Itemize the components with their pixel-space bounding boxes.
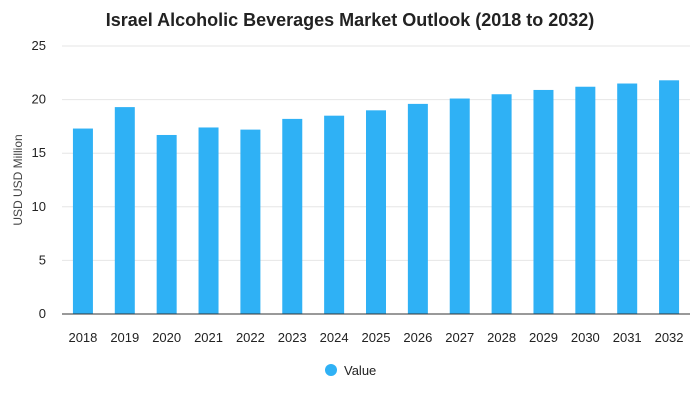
- y-axis-title: USD USD Million: [11, 134, 25, 225]
- bar-2027: [449, 98, 470, 314]
- x-tick-label: 2023: [278, 330, 307, 345]
- y-axis-ticks: 0 5 10 15 20 25: [32, 38, 46, 321]
- x-tick-label: 2026: [403, 330, 432, 345]
- x-tick-label: 2020: [152, 330, 181, 345]
- bars: [72, 80, 680, 315]
- legend-label-value: Value: [344, 363, 376, 378]
- y-tick-label: 25: [32, 38, 46, 53]
- x-tick-label: 2032: [655, 330, 684, 345]
- legend-swatch-value: [325, 364, 337, 376]
- bar-2029: [533, 89, 554, 315]
- x-tick-label: 2030: [571, 330, 600, 345]
- legend: Value: [325, 363, 376, 378]
- bar-2020: [156, 134, 177, 314]
- y-tick-label: 15: [32, 145, 46, 160]
- bar-2021: [198, 127, 219, 314]
- bar-2018: [72, 128, 93, 314]
- x-tick-label: 2021: [194, 330, 223, 345]
- x-tick-label: 2028: [487, 330, 516, 345]
- y-tick-label: 10: [32, 199, 46, 214]
- bar-2028: [491, 94, 512, 315]
- bar-2026: [407, 103, 428, 314]
- bar-2024: [324, 115, 345, 315]
- y-tick-label: 20: [32, 92, 46, 107]
- bar-2031: [617, 83, 638, 315]
- bar-2032: [659, 80, 680, 314]
- x-tick-label: 2027: [445, 330, 474, 345]
- x-tick-label: 2025: [362, 330, 391, 345]
- x-tick-label: 2018: [68, 330, 97, 345]
- x-tick-label: 2024: [320, 330, 349, 345]
- x-tick-label: 2019: [110, 330, 139, 345]
- x-tick-label: 2029: [529, 330, 558, 345]
- y-tick-label: 5: [39, 252, 46, 267]
- x-axis-ticks: 2018 2019 2020 2021 2022 2023 2024 2025 2026 2027…: [68, 330, 683, 345]
- bar-2023: [282, 118, 303, 315]
- bar-2019: [114, 107, 135, 314]
- x-tick-label: 2031: [613, 330, 642, 345]
- y-tick-label: 0: [39, 306, 46, 321]
- bar-2025: [366, 110, 386, 314]
- x-tick-label: 2022: [236, 330, 265, 345]
- bar-2022: [240, 129, 261, 314]
- bar-2030: [575, 86, 596, 315]
- chart-title: Israel Alcoholic Beverages Market Outloo…: [106, 10, 595, 30]
